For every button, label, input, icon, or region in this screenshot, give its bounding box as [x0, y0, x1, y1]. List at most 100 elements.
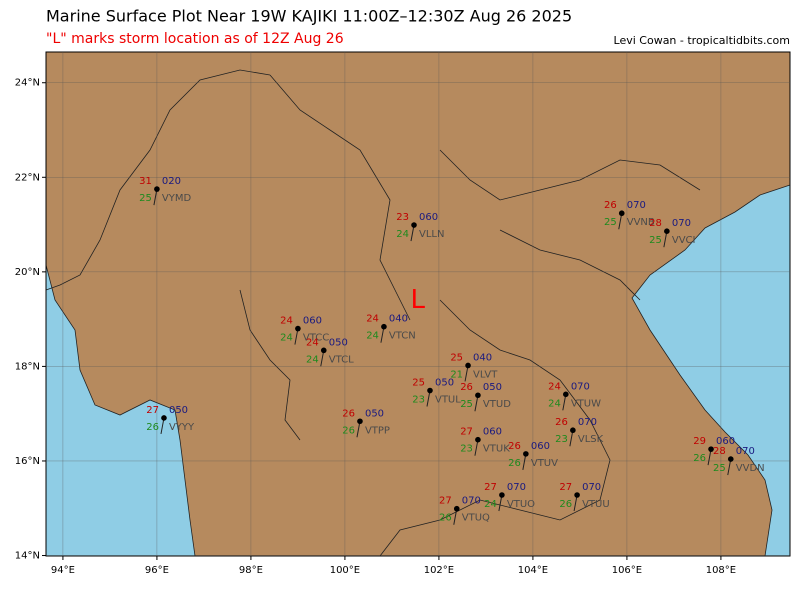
- temperature: 26: [342, 408, 355, 419]
- y-tick-label: 18°N: [15, 361, 40, 372]
- station-dot: [161, 415, 167, 421]
- station-id: VLLN: [419, 229, 444, 240]
- temperature: 24: [548, 381, 561, 392]
- station-id: VLSK: [578, 434, 604, 445]
- station-dot: [727, 456, 734, 462]
- station-dot: [499, 492, 505, 498]
- pressure: 060: [716, 436, 735, 447]
- station-dot: [523, 451, 529, 457]
- station-id: VTUL: [435, 395, 461, 406]
- station-dot: [475, 392, 481, 399]
- pressure: 070: [627, 200, 646, 211]
- dewpoint: 24: [548, 398, 561, 409]
- station-dot: [453, 505, 460, 512]
- station-dot: [381, 323, 387, 330]
- dewpoint: 25: [139, 193, 152, 204]
- pressure: 060: [483, 427, 502, 438]
- x-tick-label: 94°E: [51, 565, 75, 576]
- sea: [631, 184, 791, 557]
- pressure: 050: [169, 405, 188, 416]
- y-tick-label: 20°N: [15, 267, 40, 278]
- credit: Levi Cowan - tropicaltidbits.com: [614, 34, 790, 47]
- pressure: 070: [736, 446, 755, 457]
- station-id: VTUO: [507, 499, 535, 510]
- dewpoint: 26: [342, 425, 355, 436]
- temperature: 27: [484, 482, 497, 493]
- station-dot: [563, 391, 569, 398]
- subtitle: "L" marks storm location as of 12Z Aug 2…: [46, 31, 344, 47]
- y-tick-label: 14°N: [15, 551, 40, 562]
- border: [45, 69, 701, 557]
- station-id: VYYY: [169, 422, 195, 433]
- dewpoint: 25: [649, 235, 662, 246]
- station-dot: [475, 436, 481, 443]
- station-id: VTCC: [303, 333, 329, 344]
- pressure: 040: [389, 314, 408, 325]
- x-tick-label: 104°E: [518, 565, 548, 576]
- temperature: 26: [555, 417, 568, 428]
- pressure: 050: [365, 408, 384, 419]
- pressure: 040: [473, 352, 492, 363]
- station-id: VTUV: [531, 458, 558, 469]
- pressure: 070: [507, 482, 526, 493]
- pressure: 060: [419, 212, 438, 223]
- temperature: 27: [439, 496, 452, 507]
- station-dot: [618, 210, 625, 217]
- pressure: 050: [435, 378, 454, 389]
- pressure: 050: [483, 382, 502, 393]
- temperature: 26: [508, 441, 521, 452]
- y-tick-label: 24°N: [15, 78, 40, 89]
- dewpoint: 23: [555, 434, 568, 445]
- station-id: VTUU: [582, 499, 610, 510]
- dewpoint: 25: [460, 399, 473, 410]
- temperature: 24: [280, 316, 293, 327]
- dewpoint: 26: [439, 513, 452, 524]
- station-id: VTCN: [389, 331, 416, 342]
- station-id: VYMD: [162, 193, 192, 204]
- station-id: VVNB: [627, 217, 655, 228]
- map-frame: [45, 51, 791, 557]
- station-dot: [295, 325, 301, 332]
- dewpoint: 24: [306, 354, 319, 365]
- station-dot: [427, 387, 433, 394]
- temperature: 25: [450, 352, 463, 363]
- station-dot: [357, 418, 363, 425]
- pressure: 020: [162, 176, 181, 187]
- station-id: VVDN: [736, 463, 765, 474]
- x-tick-label: 106°E: [612, 565, 642, 576]
- dewpoint: 26: [559, 499, 572, 510]
- sea: [45, 264, 196, 557]
- pressure: 070: [578, 417, 597, 428]
- dewpoint: 24: [280, 333, 293, 344]
- pressure: 070: [672, 218, 691, 229]
- temperature: 26: [604, 200, 617, 211]
- station-dot: [411, 222, 417, 228]
- temperature: 24: [306, 337, 319, 348]
- temperature: 24: [366, 314, 379, 325]
- x-tick-label: 100°E: [330, 565, 360, 576]
- temperature: 27: [460, 427, 473, 438]
- station-dot: [154, 186, 160, 192]
- temperature: 31: [139, 176, 152, 187]
- station-dot: [664, 228, 670, 234]
- dewpoint: 26: [693, 453, 706, 464]
- station-id: VTUD: [483, 399, 511, 410]
- dewpoint: 25: [713, 463, 726, 474]
- x-tick-label: 102°E: [424, 565, 454, 576]
- station-id: VLVT: [473, 369, 498, 380]
- title: Marine Surface Plot Near 19W KAJIKI 11:0…: [46, 7, 572, 26]
- dewpoint: 25: [604, 217, 617, 228]
- temperature: 29: [693, 436, 706, 447]
- x-tick-label: 98°E: [239, 565, 263, 576]
- dewpoint: 23: [412, 395, 425, 406]
- temperature: 26: [460, 382, 473, 393]
- pressure: 050: [329, 337, 348, 348]
- x-tick-label: 108°E: [706, 565, 736, 576]
- temperature: 27: [559, 482, 572, 493]
- pressure: 060: [303, 316, 322, 327]
- temperature: 28: [649, 218, 662, 229]
- station-id: VTUW: [571, 398, 601, 409]
- y-tick-label: 22°N: [15, 172, 40, 183]
- dewpoint: 26: [508, 458, 521, 469]
